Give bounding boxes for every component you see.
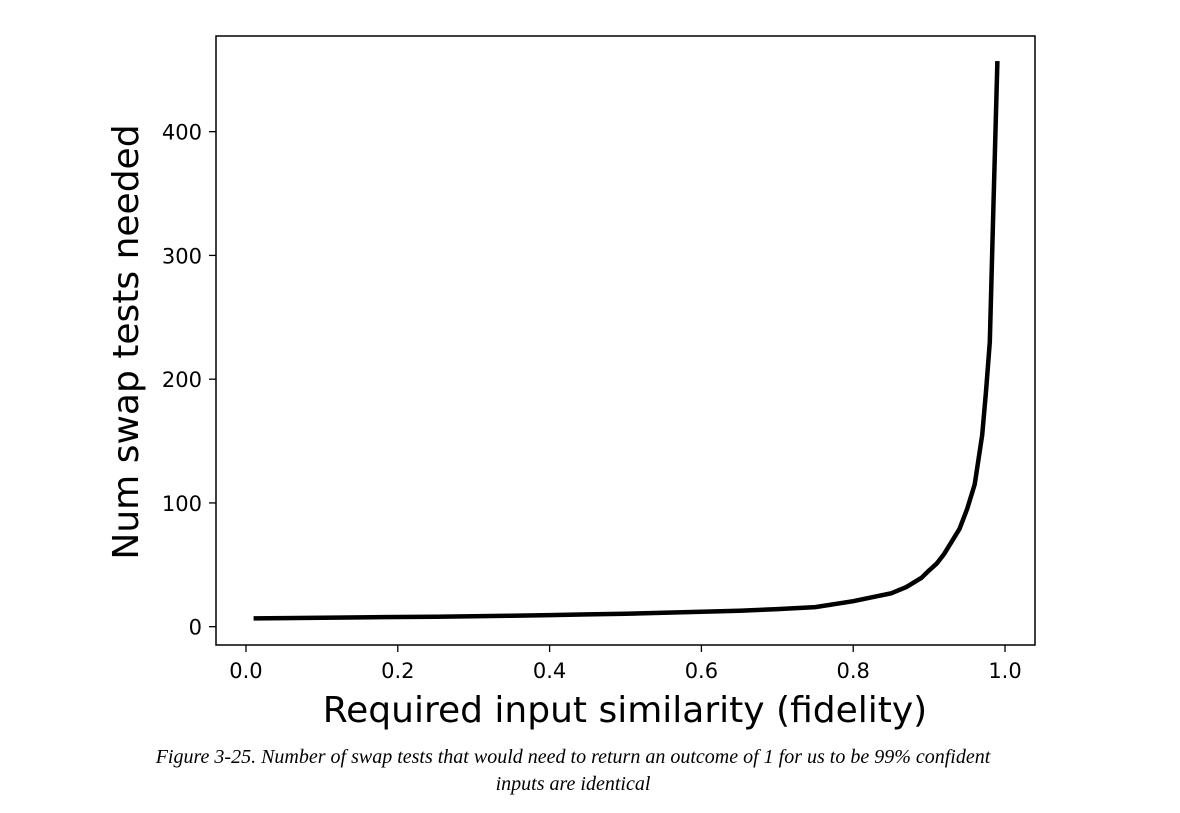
figure-caption: Figure 3-25. Number of swap tests that w… [90,744,1056,798]
plot-frame [215,35,1036,646]
y-tick-label: 0 [189,616,202,640]
y-tick-label: 300 [162,244,202,268]
x-tick-label: 0.8 [837,659,870,683]
x-axis-ticks: 0.0 0.2 0.4 0.6 0.8 1.0 [229,645,1022,683]
y-tick-label: 200 [162,368,202,392]
caption-line-1: Figure 3-25. Number of swap tests that w… [155,746,991,768]
x-axis-label: Required input similarity (fidelity) [323,690,927,731]
y-axis-ticks: 0 100 200 300 400 [162,121,216,640]
x-tick-label: 0.2 [381,659,414,683]
y-tick-label: 400 [162,121,202,145]
y-axis-label: Num swap tests needed [106,124,147,559]
y-tick-label: 100 [162,492,202,516]
fidelity-swap-tests-chart: 0.0 0.2 0.4 0.6 0.8 1.0 0 100 200 300 400 Require… [106,35,1036,731]
plot-area [215,35,1036,646]
x-tick-label: 0.0 [229,659,262,683]
series-line [253,61,1000,621]
series-lines [253,61,1000,621]
caption-line-2: inputs are identical [495,773,651,795]
x-tick-label: 0.4 [533,659,566,683]
x-tick-label: 1.0 [988,659,1021,683]
x-tick-label: 0.6 [685,659,718,683]
